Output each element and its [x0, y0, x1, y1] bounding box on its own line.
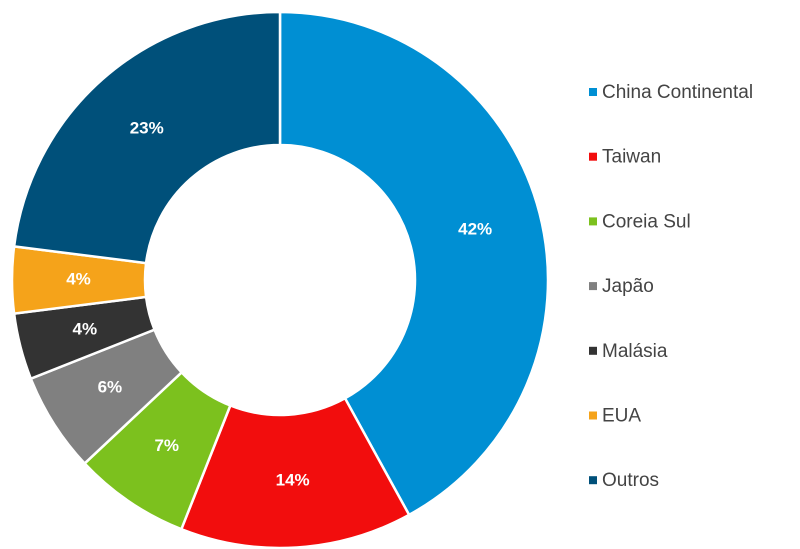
- slice: [12, 10, 282, 265]
- legend-swatch: [589, 282, 597, 291]
- data-label: 14%: [276, 471, 310, 490]
- data-label: 42%: [458, 219, 492, 238]
- legend-swatch: [589, 88, 597, 96]
- legend-label: Japão: [602, 276, 654, 297]
- data-label: 4%: [73, 320, 98, 339]
- legend-label: China Continental: [602, 82, 753, 103]
- legend-swatch: [589, 476, 597, 485]
- legend-swatch: [589, 217, 597, 226]
- legend-label: Coreia Sul: [602, 211, 691, 232]
- data-label: 4%: [66, 269, 91, 288]
- data-label: 23%: [130, 118, 164, 137]
- legend-label: Outros: [602, 470, 659, 491]
- legend-label: EUA: [602, 406, 641, 427]
- legend-swatch: [589, 346, 597, 355]
- data-label: 6%: [98, 377, 123, 396]
- legend-swatch: [589, 411, 597, 420]
- legend-label: Malásia: [602, 341, 668, 362]
- slice: [278, 10, 550, 517]
- data-label: 7%: [154, 436, 179, 455]
- legend-swatch: [589, 152, 597, 161]
- legend-label: Taiwan: [602, 147, 661, 168]
- slice: [179, 396, 411, 549]
